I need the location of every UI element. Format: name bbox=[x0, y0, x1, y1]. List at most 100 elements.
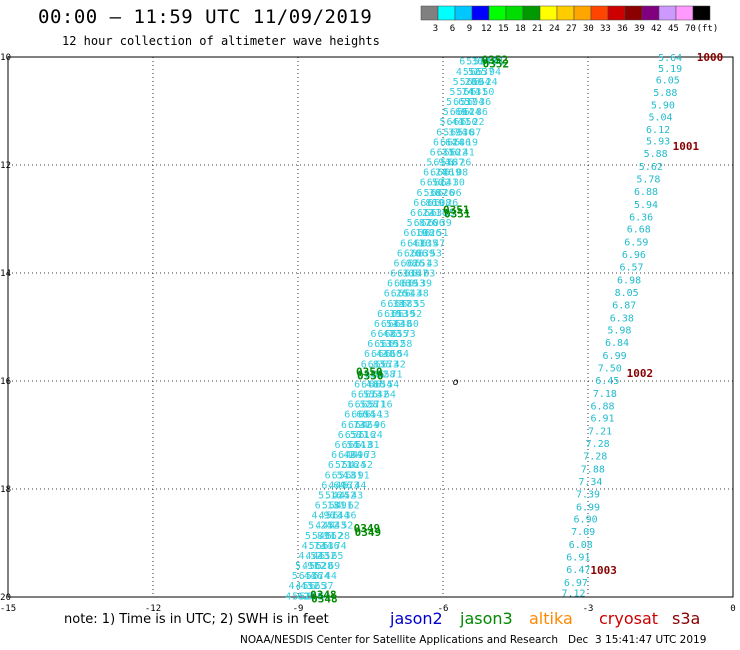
colorbar-label: 24 bbox=[549, 24, 560, 34]
swh-value-track-a: 4.96 bbox=[345, 450, 369, 461]
swh-value-track-a: 5.24 bbox=[308, 521, 332, 532]
swh-value-track-a: 6.19 bbox=[420, 198, 444, 209]
swh-value-track-a: 6.36 bbox=[332, 511, 356, 522]
swh-value-track-b: 6.45 bbox=[595, 376, 619, 387]
swh-value-track-a: 4.52 bbox=[332, 490, 356, 501]
x-tick-label: -12 bbox=[145, 604, 161, 614]
colorbar-swatch bbox=[590, 5, 609, 21]
swh-value-track-a: 6.13 bbox=[348, 440, 372, 451]
swh-value-track-a: 6.51 bbox=[391, 289, 415, 300]
chart-title: 00:00 – 11:59 UTC 11/09/2019 bbox=[38, 6, 373, 28]
swh-value-track-a: 5.87 bbox=[424, 188, 448, 199]
swh-value-track-a: 6.53 bbox=[367, 339, 391, 350]
swh-value-track-a: 6.58 bbox=[388, 339, 412, 350]
pass-time-label: 1003 bbox=[590, 564, 617, 577]
swh-value-track-a: 4.62 bbox=[319, 531, 343, 542]
colorbar-label: 70 bbox=[685, 24, 696, 34]
colorbar-label: 21 bbox=[532, 24, 543, 34]
swh-value-track-a: 6.53 bbox=[384, 309, 408, 320]
pass-time-label: 0351 bbox=[443, 203, 470, 216]
swh-value-track-a: 6.47 bbox=[404, 269, 428, 280]
colorbar-label: 9 bbox=[467, 24, 472, 34]
colorbar-label: (ft) bbox=[697, 24, 719, 34]
swh-value-track-b: 5.78 bbox=[636, 175, 660, 186]
swh-value-track-a: 6.36 bbox=[299, 571, 323, 582]
swh-value-track-a: 6.36 bbox=[316, 541, 340, 552]
swh-value-track-a: 6.37 bbox=[309, 581, 333, 592]
colorbar-label: 45 bbox=[668, 24, 679, 34]
swh-value-track-a: 5.81 bbox=[339, 470, 363, 481]
swh-value-track-b: 7.09 bbox=[571, 527, 595, 538]
swh-value-track-a: 4.73 bbox=[318, 511, 342, 522]
swh-value-track-a: 6.50 bbox=[454, 117, 478, 128]
colorbar-swatch bbox=[641, 5, 660, 21]
swh-value-track-a: 6.13 bbox=[365, 410, 389, 421]
swh-value-track-b: 5.62 bbox=[639, 162, 663, 173]
swh-value-track-a: 5.44 bbox=[309, 541, 333, 552]
colorbar-swatch bbox=[488, 5, 507, 21]
swh-value-track-a: 6.55 bbox=[368, 359, 392, 370]
swh-value-track-b: 5.88 bbox=[653, 88, 677, 99]
swh-value-track-a: 6.31 bbox=[480, 57, 504, 68]
swh-value-track-a: 6.53 bbox=[418, 248, 442, 259]
swh-value-track-a: 6.22 bbox=[410, 208, 434, 219]
swh-value-track-a: 6.55 bbox=[401, 299, 425, 310]
swh-value-track-a: 6.48 bbox=[371, 349, 395, 360]
swh-value-track-a: 6.08 bbox=[394, 258, 418, 269]
swh-value-track-a: 4.52 bbox=[349, 460, 373, 471]
x-tick-label: -6 bbox=[438, 604, 449, 614]
swh-value-track-a: 6.39 bbox=[391, 309, 415, 320]
swh-value-track-a: 5.65 bbox=[319, 551, 343, 562]
swh-value-track-a: 6.64 bbox=[306, 591, 330, 602]
swh-value-track-a: 6.41 bbox=[434, 178, 458, 189]
swh-value-track-a: 5.94 bbox=[426, 158, 450, 169]
swh-value-track-a: 5.16 bbox=[369, 400, 393, 411]
plot-frame bbox=[7, 56, 734, 598]
swh-value-track-b: 7.28 bbox=[583, 452, 607, 463]
swh-value-track-a: 6.86 bbox=[447, 137, 471, 148]
colorbar-swatch bbox=[539, 5, 558, 21]
swh-value-track-a: 6.42 bbox=[382, 359, 406, 370]
pass-time-label: 1001 bbox=[673, 140, 700, 153]
swh-value-track-b: 7.50 bbox=[598, 364, 622, 375]
swh-value-track-b: 8.05 bbox=[615, 288, 639, 299]
swh-value-track-a: 6.26 bbox=[384, 289, 408, 300]
swh-value-track-b: 7.21 bbox=[588, 427, 612, 438]
swh-value-track-a: 5.81 bbox=[355, 440, 379, 451]
swh-value-track-a: 4.52 bbox=[456, 67, 480, 78]
swh-value-track-b: 6.98 bbox=[617, 275, 641, 286]
swh-value-track-a: 6.53 bbox=[401, 279, 425, 290]
swh-value-track-a: 6.35 bbox=[414, 238, 438, 249]
swh-value-track-b: 6.38 bbox=[610, 313, 634, 324]
swh-value-track-a: 5.94 bbox=[443, 127, 467, 138]
swh-value-track-a: 6.39 bbox=[394, 279, 418, 290]
swh-value-track-a: 5.69 bbox=[299, 591, 323, 602]
swh-value-track-a: 6.31 bbox=[447, 117, 471, 128]
position-marker: o bbox=[453, 377, 459, 388]
swh-value-track-a: 6.31 bbox=[463, 87, 487, 98]
swh-value-track-a: 6.08 bbox=[410, 228, 434, 239]
swh-value-track-a: 6.26 bbox=[417, 228, 441, 239]
swh-value-track-a: 6.48 bbox=[388, 319, 412, 330]
swh-value-track-a: 6.60 bbox=[361, 379, 385, 390]
swh-value-track-b: 6.59 bbox=[624, 238, 648, 249]
swh-value-track-a: 5.44 bbox=[313, 571, 337, 582]
swh-value-track-a: 5.91 bbox=[312, 531, 336, 542]
swh-value-track-a: 6.37 bbox=[453, 97, 477, 108]
swh-value-track-a: 6.51 bbox=[374, 319, 398, 330]
swh-value-track-a: 4.73 bbox=[302, 541, 326, 552]
swh-value-track-a: 6.54 bbox=[325, 470, 349, 481]
swh-value-track-b: 6.91 bbox=[590, 414, 614, 425]
swh-value-track-a: 5.94 bbox=[477, 67, 501, 78]
swh-value-track-a: 6.83 bbox=[394, 299, 418, 310]
swh-value-track-a: 6.26 bbox=[447, 158, 471, 169]
x-tick-label: -3 bbox=[583, 604, 594, 614]
swh-value-track-b: 6.88 bbox=[634, 187, 658, 198]
colorbar-swatch bbox=[624, 5, 643, 21]
swh-value-track-a: 5.91 bbox=[346, 470, 370, 481]
swh-value-track-b: 6.68 bbox=[627, 225, 651, 236]
swh-value-track-a: 6.06 bbox=[387, 279, 411, 290]
swh-value-track-b: 5.04 bbox=[648, 112, 672, 123]
swh-value-track-a: 6.64 bbox=[338, 450, 362, 461]
swh-value-track-a: 6.30 bbox=[390, 269, 414, 280]
